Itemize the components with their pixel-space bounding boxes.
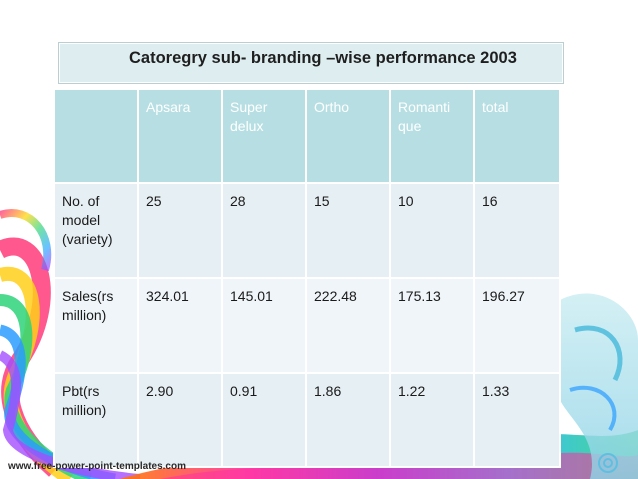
- table-cell: 28: [221, 182, 307, 279]
- header-cell-apsara: Apsara: [137, 88, 223, 184]
- header-cell-romantique: Romanti que: [389, 88, 475, 184]
- table-header-row: Apsara Super delux Ortho Romanti que tot…: [53, 88, 561, 184]
- footer-url: www.free-power-point-templates.com: [8, 461, 186, 472]
- table-cell: 16: [473, 182, 561, 279]
- table-row: No. of model (variety) 25 28 15 10 16: [53, 182, 561, 279]
- table-cell: 324.01: [137, 277, 223, 374]
- table-cell: 196.27: [473, 277, 561, 374]
- table-cell: 1.33: [473, 372, 561, 468]
- slide-title: Catoregry sub- branding –wise performanc…: [129, 49, 517, 67]
- table-cell: 10: [389, 182, 475, 279]
- header-cell-ortho: Ortho: [305, 88, 391, 184]
- header-cell-super-delux: Super delux: [221, 88, 307, 184]
- table-cell: 145.01: [221, 277, 307, 374]
- table-cell: 0.91: [221, 372, 307, 468]
- header-cell-blank: [53, 88, 139, 184]
- performance-table: Apsara Super delux Ortho Romanti que tot…: [53, 88, 561, 468]
- title-box: Catoregry sub- branding –wise performanc…: [58, 42, 564, 84]
- table-cell: 1.86: [305, 372, 391, 468]
- table-cell: 1.22: [389, 372, 475, 468]
- table-cell: 25: [137, 182, 223, 279]
- table-cell: 15: [305, 182, 391, 279]
- table-row: Sales(rs million) 324.01 145.01 222.48 1…: [53, 277, 561, 374]
- row-label: Pbt(rs million): [53, 372, 139, 468]
- table-cell: 175.13: [389, 277, 475, 374]
- table-cell: 2.90: [137, 372, 223, 468]
- header-cell-total: total: [473, 88, 561, 184]
- table-row: Pbt(rs million) 2.90 0.91 1.86 1.22 1.33: [53, 372, 561, 468]
- table-cell: 222.48: [305, 277, 391, 374]
- row-label: Sales(rs million): [53, 277, 139, 374]
- row-label: No. of model (variety): [53, 182, 139, 279]
